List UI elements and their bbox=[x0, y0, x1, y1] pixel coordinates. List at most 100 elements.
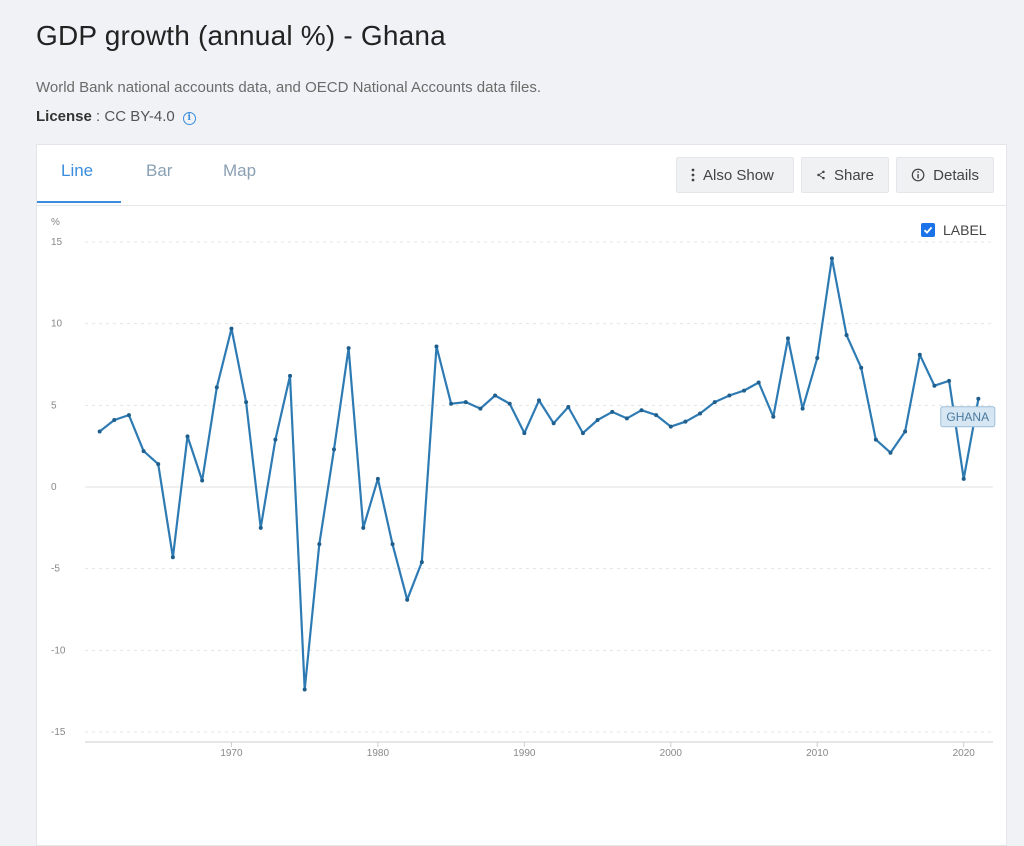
y-tick-label: 10 bbox=[51, 319, 63, 330]
data-point bbox=[273, 437, 278, 442]
data-point bbox=[932, 383, 937, 388]
data-point bbox=[537, 398, 541, 403]
x-tick-label: 2020 bbox=[953, 748, 976, 759]
line-chart: % 15 10 5 0 -5 -10 -15 1970 1980 1990 2000 2010 2020 G… bbox=[51, 217, 996, 759]
more-vertical-icon bbox=[691, 168, 695, 182]
data-point bbox=[375, 476, 380, 481]
data-point bbox=[126, 413, 131, 418]
also-show-label: Also Show bbox=[703, 166, 774, 184]
tab-line[interactable]: Line bbox=[61, 161, 94, 180]
data-point bbox=[405, 597, 410, 602]
series-line-ghana bbox=[98, 257, 980, 691]
data-point bbox=[200, 478, 205, 483]
data-point bbox=[785, 336, 790, 341]
data-point bbox=[800, 406, 805, 411]
chart-panel: Line Bar Map Also Show Share Details LAB… bbox=[36, 144, 1007, 846]
x-tick-label: 1980 bbox=[367, 748, 390, 759]
data-point bbox=[873, 437, 878, 442]
series-label-box bbox=[940, 406, 996, 428]
data-point bbox=[624, 416, 629, 421]
data-point bbox=[654, 413, 659, 418]
y-tick-label: -15 bbox=[51, 727, 66, 738]
data-point bbox=[595, 418, 600, 423]
data-point bbox=[683, 419, 688, 424]
data-point bbox=[317, 542, 322, 547]
data-point bbox=[961, 476, 966, 481]
data-point bbox=[361, 525, 366, 530]
data-point bbox=[390, 542, 395, 547]
y-tick-label: 15 bbox=[51, 237, 63, 248]
x-tick-label: 2000 bbox=[660, 748, 683, 759]
data-point bbox=[917, 352, 922, 357]
data-point bbox=[742, 388, 747, 393]
label-toggle-text: LABEL bbox=[943, 222, 987, 238]
page-title: GDP growth (annual %) - Ghana bbox=[36, 20, 446, 51]
data-point bbox=[522, 431, 527, 436]
data-point bbox=[551, 421, 556, 426]
chart-tabs: Line Bar Map Also Show Share Details bbox=[37, 145, 1006, 206]
y-tick-label: 0 bbox=[51, 482, 57, 493]
data-point bbox=[244, 400, 249, 405]
active-tab-indicator bbox=[37, 201, 121, 203]
data-point bbox=[97, 429, 102, 434]
data-point bbox=[331, 447, 336, 452]
details-label: Details bbox=[933, 166, 979, 184]
data-point bbox=[156, 462, 161, 467]
tab-map[interactable]: Map bbox=[223, 161, 257, 180]
license: License : CC BY-4.0 i bbox=[36, 108, 196, 125]
x-tick-label: 1970 bbox=[220, 748, 243, 759]
source-note: World Bank national accounts data, and O… bbox=[36, 79, 542, 96]
license-value: CC BY-4.0 bbox=[104, 108, 175, 125]
data-point bbox=[478, 406, 483, 411]
data-point bbox=[507, 401, 512, 406]
data-point bbox=[566, 404, 571, 409]
data-point bbox=[346, 346, 351, 351]
y-tick-label: 5 bbox=[51, 400, 57, 411]
data-point bbox=[419, 560, 424, 565]
data-point bbox=[829, 256, 834, 261]
data-point bbox=[463, 400, 468, 405]
label-toggle[interactable]: LABEL bbox=[921, 222, 987, 238]
data-point bbox=[756, 380, 761, 385]
data-point bbox=[668, 424, 673, 429]
data-point bbox=[214, 385, 219, 390]
share-icon bbox=[817, 170, 825, 180]
tab-bar[interactable]: Bar bbox=[146, 161, 173, 180]
data-point bbox=[141, 449, 146, 454]
data-point bbox=[112, 418, 117, 423]
data-point bbox=[449, 401, 454, 406]
y-axis-unit: % bbox=[51, 217, 60, 228]
x-tick-label: 2010 bbox=[806, 748, 829, 759]
check-icon bbox=[923, 226, 933, 234]
license-label: License bbox=[36, 108, 92, 125]
series-label: GHANA bbox=[946, 410, 989, 424]
y-tick-label: -10 bbox=[51, 645, 66, 656]
share-button[interactable]: Share bbox=[801, 157, 889, 193]
data-point bbox=[815, 355, 820, 360]
data-point bbox=[229, 326, 234, 331]
data-point bbox=[712, 400, 717, 405]
data-point bbox=[258, 525, 263, 530]
label-checkbox[interactable] bbox=[921, 223, 935, 237]
data-point bbox=[771, 414, 776, 419]
data-point bbox=[610, 409, 615, 414]
details-button[interactable]: Details bbox=[896, 157, 994, 193]
data-point bbox=[727, 393, 732, 398]
data-point bbox=[976, 396, 981, 401]
data-point bbox=[434, 344, 439, 349]
data-point bbox=[888, 450, 893, 455]
info-icon[interactable]: i bbox=[182, 112, 196, 125]
data-point bbox=[903, 429, 908, 434]
data-point bbox=[698, 411, 703, 416]
share-label: Share bbox=[833, 166, 874, 184]
data-point bbox=[493, 393, 498, 398]
also-show-button[interactable]: Also Show bbox=[676, 157, 794, 193]
data-point bbox=[170, 555, 175, 560]
x-tick-label: 1990 bbox=[513, 748, 536, 759]
y-tick-label: -5 bbox=[51, 564, 60, 575]
data-point bbox=[639, 408, 644, 413]
data-point bbox=[302, 687, 307, 692]
data-point bbox=[947, 378, 952, 383]
data-point bbox=[844, 333, 849, 338]
info-circle-icon bbox=[911, 168, 925, 182]
